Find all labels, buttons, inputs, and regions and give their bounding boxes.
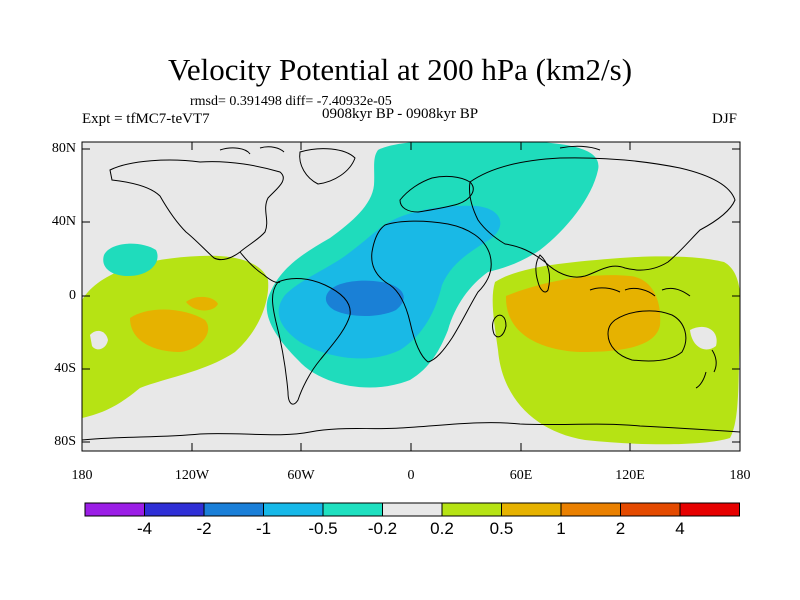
period-label: 0908kyr BP - 0908kyr BP xyxy=(322,106,479,122)
lat-label-40s: 40S xyxy=(54,361,76,376)
colorbar-label-1: -4 xyxy=(136,519,153,538)
contour-pos05-small xyxy=(186,296,218,311)
colorbar-box-11 xyxy=(679,502,740,517)
coast-australia xyxy=(607,310,687,362)
colorbar-box-2 xyxy=(144,502,205,517)
colorbar-label-10: 4 xyxy=(675,519,685,538)
coast-europe xyxy=(399,175,474,213)
colorbar-box-5 xyxy=(322,502,383,517)
lat-label-80n: 80N xyxy=(51,141,76,156)
contour-neg-north-pacific xyxy=(103,243,158,276)
coast-india xyxy=(535,254,551,293)
contour-neg05-atlantic xyxy=(278,205,501,359)
lat-label-40n: 40N xyxy=(51,214,76,229)
coastlines xyxy=(82,145,740,441)
contour-pos05-pacific xyxy=(130,309,209,352)
experiment-label: Expt = tfMC7-teVT7 xyxy=(82,111,210,127)
contour-zero-hole-pacific xyxy=(90,330,108,350)
colorbar-box-6 xyxy=(382,502,443,517)
colorbar-box-1 xyxy=(84,502,145,517)
lon-label-120w: 120W xyxy=(174,468,210,483)
colorbar-label-8: 1 xyxy=(556,519,566,538)
colorbar-box-4 xyxy=(263,502,324,517)
colorbar-box-8 xyxy=(501,502,562,517)
coast-madagascar xyxy=(492,314,507,338)
lon-label-60w: 60W xyxy=(287,468,315,483)
lat-label-80s: 80S xyxy=(54,434,76,449)
coast-arctic-islands xyxy=(219,145,601,155)
colorbar-label-3: -1 xyxy=(255,519,272,538)
contour-zero-hole-tasman xyxy=(690,326,717,350)
map-title: Velocity Potential at 200 hPa (km2/s) xyxy=(167,52,633,87)
season-label: DJF xyxy=(712,111,738,127)
coast-antarctica xyxy=(82,422,740,441)
colorbar-box-7 xyxy=(441,502,502,517)
colorbar-label-4: -0.5 xyxy=(308,519,338,538)
colorbar-label-7: 0.5 xyxy=(489,519,514,538)
contour-pos05-indo xyxy=(505,275,661,352)
colorbar-label-9: 2 xyxy=(615,519,626,538)
lon-label-0: 0 xyxy=(407,468,415,483)
coast-north-america xyxy=(109,159,284,261)
lon-label-180-left: 180 xyxy=(71,468,93,483)
colorbar-box-3 xyxy=(203,502,264,517)
coast-new-zealand xyxy=(695,349,717,389)
colorbar xyxy=(84,502,740,517)
colorbar-box-10 xyxy=(620,502,681,517)
lon-label-60e: 60E xyxy=(509,468,533,483)
coast-central-america xyxy=(239,251,281,283)
lon-label-120e: 120E xyxy=(615,468,645,483)
colorbar-label-6: 0.2 xyxy=(430,519,454,538)
lon-label-180-right: 180 xyxy=(729,468,751,483)
map-ticks xyxy=(82,142,740,451)
contour-neg1-south-atlantic xyxy=(325,280,404,316)
stats-line: rmsd= 0.391498 diff= -7.40932e-05 xyxy=(190,94,392,109)
coast-asia xyxy=(469,157,736,278)
coast-indonesia xyxy=(589,287,691,297)
colorbar-label-2: -2 xyxy=(196,519,212,538)
coast-greenland xyxy=(299,148,356,185)
coast-south-america xyxy=(272,277,351,405)
map-panel xyxy=(82,142,740,451)
colorbar-label-5: -0.2 xyxy=(367,519,398,538)
lat-label-0: 0 xyxy=(69,288,76,303)
colorbar-box-9 xyxy=(560,502,621,517)
coast-africa xyxy=(371,220,492,363)
